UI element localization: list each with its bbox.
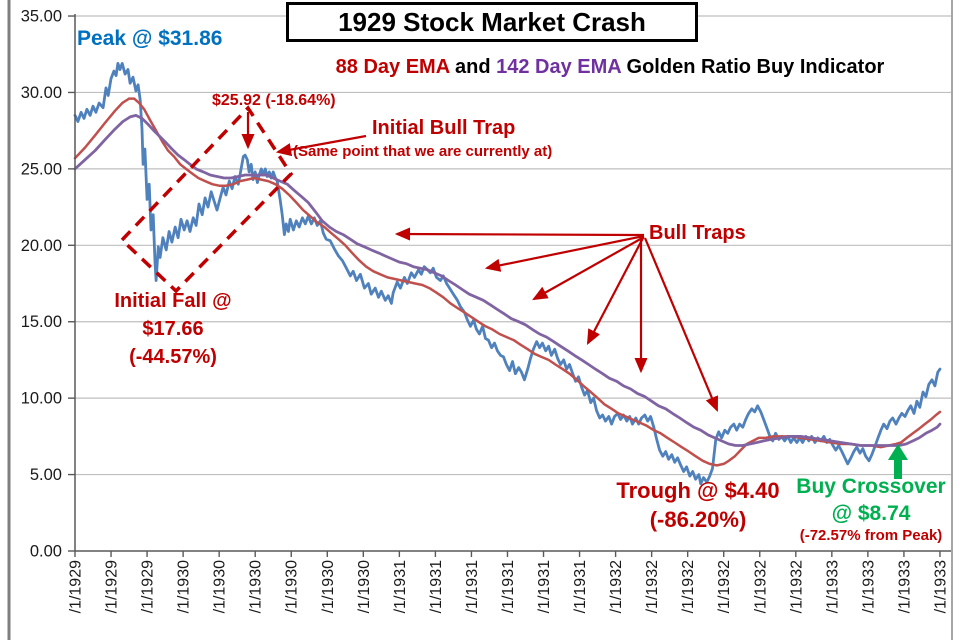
x-tick-label-12: /1/1931 bbox=[500, 560, 517, 613]
trough-label: Trough @ $4.40 (-86.20%) bbox=[608, 476, 788, 534]
drop-2592-label: $25.92 (-18.64%) bbox=[212, 92, 336, 109]
buy-crossover-arrow bbox=[888, 444, 908, 479]
initial-bull-trap-sublabel: (Same point that we are currently at) bbox=[293, 143, 553, 160]
x-tick-label-20: /1/1932 bbox=[788, 560, 805, 613]
x-tick-label-15: /1/1932 bbox=[608, 560, 625, 613]
subtitle-ema88: 88 Day EMA bbox=[335, 56, 450, 78]
bull-trap-arrow-6 bbox=[643, 237, 719, 413]
x-tick-label-3: /1/1930 bbox=[176, 560, 193, 613]
x-tick-label-22: /1/1933 bbox=[860, 560, 877, 613]
x-tick-label-19: /1/1932 bbox=[752, 560, 769, 613]
bull-trap-arrow-3 bbox=[532, 236, 645, 301]
trough-line2: (-86.20%) bbox=[649, 507, 747, 532]
y-tick-label-10: 10.00 bbox=[21, 390, 62, 408]
x-tick-label-16: /1/1932 bbox=[644, 560, 661, 613]
buy-crossover-arrow-head bbox=[888, 444, 908, 460]
bull-trap-arrow-1 bbox=[394, 227, 645, 241]
series-price-line bbox=[73, 62, 942, 486]
peak-label: Peak @ $31.86 bbox=[77, 27, 223, 50]
series-ema142-line bbox=[73, 114, 942, 447]
x-tick-label-11: /1/1931 bbox=[464, 560, 481, 613]
y-tick-label-20: 20.00 bbox=[21, 237, 62, 255]
x-tick-label-14: /1/1931 bbox=[572, 560, 589, 613]
initial-fall-dashed-diamond bbox=[119, 105, 294, 294]
chart-subtitle: 88 Day EMA and 142 Day EMA Golden Ratio … bbox=[278, 56, 942, 79]
subtitle-tail: Golden Ratio Buy Indicator bbox=[620, 56, 885, 78]
x-tick-label-2: /1/1929 bbox=[140, 560, 157, 613]
y-tick-label-35: 35.00 bbox=[21, 8, 62, 26]
y-tick-label-0: 0.00 bbox=[30, 543, 62, 561]
series-group bbox=[73, 62, 942, 486]
buy-crossover-line3: (-72.57% from Peak) bbox=[799, 527, 943, 544]
x-tick-label-23: /1/1933 bbox=[896, 560, 913, 613]
initial-fall-label: Initial Fall @ $17.66 (-44.57%) bbox=[83, 287, 263, 371]
y-tick-label-15: 15.00 bbox=[21, 313, 62, 331]
buy-crossover-line2: @ $8.74 bbox=[831, 502, 911, 525]
initial-fall-line2: $17.66 bbox=[142, 318, 204, 340]
initial-fall-line3: (-44.57%) bbox=[129, 346, 217, 368]
chart-title: 1929 Stock Market Crash bbox=[286, 2, 698, 42]
y-tick-label-30: 30.00 bbox=[21, 84, 62, 102]
bull-traps-label: Bull Traps bbox=[649, 222, 746, 244]
x-tick-label-9: /1/1931 bbox=[392, 560, 409, 613]
y-tick-label-25: 25.00 bbox=[21, 160, 62, 178]
x-tick-label-4: /1/1930 bbox=[212, 560, 229, 613]
x-tick-label-5: /1/1930 bbox=[248, 560, 265, 613]
x-tick-label-17: /1/1932 bbox=[680, 560, 697, 613]
tick-labels-group: 0.00 5.00 10.00 15.00 20.00 25.00 30.00 35.00/1… bbox=[21, 8, 950, 614]
axes-group bbox=[74, 14, 952, 552]
buy-crossover-line1: Buy Crossover bbox=[796, 475, 946, 498]
x-tick-label-10: /1/1931 bbox=[428, 560, 445, 613]
initial-bull-trap-arrow bbox=[275, 134, 367, 157]
x-tick-label-0: /1/1929 bbox=[68, 560, 85, 613]
x-tick-label-13: /1/1931 bbox=[536, 560, 553, 613]
x-tick-label-1: /1/1929 bbox=[104, 560, 121, 613]
subtitle-and: and bbox=[449, 56, 497, 78]
x-tick-label-6: /1/1930 bbox=[284, 560, 301, 613]
trough-line1: Trough @ $4.40 bbox=[616, 478, 780, 503]
subtitle-ema142: 142 Day EMA bbox=[496, 56, 621, 78]
bull-trap-arrow-2 bbox=[484, 234, 645, 272]
x-tick-label-8: /1/1930 bbox=[356, 560, 373, 613]
x-tick-label-18: /1/1932 bbox=[716, 560, 733, 613]
bull-trap-arrow-4 bbox=[586, 237, 644, 345]
initial-fall-line1: Initial Fall @ bbox=[114, 290, 232, 312]
x-tick-label-21: /1/1933 bbox=[824, 560, 841, 613]
annotation-arrows-group bbox=[241, 112, 719, 413]
buy-crossover-label: Buy Crossover @ $8.74 (-72.57% from Peak… bbox=[792, 473, 950, 545]
gridlines-group bbox=[75, 15, 952, 476]
x-tick-label-24: /1/1933 bbox=[932, 560, 949, 613]
series-ema88-line bbox=[73, 97, 942, 467]
x-tick-label-7: /1/1930 bbox=[320, 560, 337, 613]
y-tick-label-5: 5.00 bbox=[30, 466, 62, 484]
initial-bull-trap-label: Initial Bull Trap bbox=[372, 117, 516, 139]
